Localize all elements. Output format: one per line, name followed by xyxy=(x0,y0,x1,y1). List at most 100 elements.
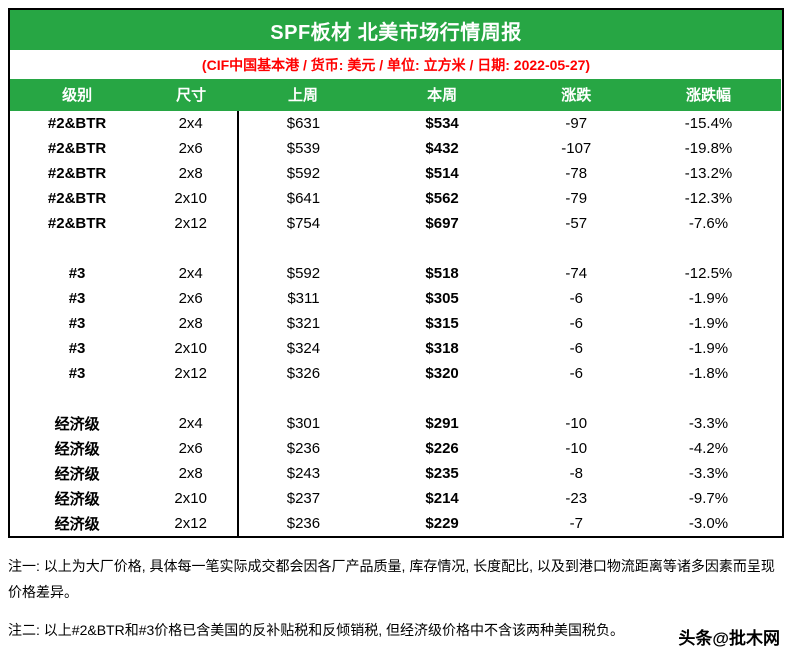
cell-lastweek: $539 xyxy=(237,136,368,161)
cell-grade: 经济级 xyxy=(54,466,100,483)
cell-change: -23 xyxy=(565,490,588,507)
cell-pct: -15.4% xyxy=(684,115,733,132)
table-row: #2&BTR 2x10 $641 $562 -79 -12.3% xyxy=(10,186,781,211)
price-table: 级别 尺寸 上周 本周 涨跌 涨跌幅 #2&BTR 2x4 $631 $534 -97 -15.4%… xyxy=(10,79,782,536)
cell-size: 2x4 xyxy=(178,265,203,282)
cell-change: -10 xyxy=(565,415,588,432)
table-row: 经济级 2x12 $236 $229 -7 -3.0% xyxy=(10,511,781,536)
spacer-cell xyxy=(636,386,781,411)
cell-lastweek: $641 xyxy=(237,186,368,211)
notes-section: 注一: 以上为大厂价格, 具体每一笔实际成交都会因各厂产品质量, 库存情况, 长… xyxy=(8,554,784,644)
cell-grade: #2&BTR xyxy=(47,115,107,132)
cell-size: 2x6 xyxy=(178,440,203,457)
spacer-cell xyxy=(144,236,238,261)
cell-pct: -12.3% xyxy=(684,190,733,207)
cell-thisweek: $291 xyxy=(425,415,459,432)
cell-grade: #3 xyxy=(68,365,86,382)
cell-grade: 经济级 xyxy=(54,491,100,508)
column-header-3: 本周 xyxy=(367,79,517,111)
cell-lastweek: $236 xyxy=(237,436,368,461)
cell-change: -7 xyxy=(569,515,583,532)
cell-pct: -12.5% xyxy=(684,265,733,282)
cell-change: -6 xyxy=(569,290,583,307)
cell-change: -97 xyxy=(565,115,588,132)
spacer-cell xyxy=(368,386,517,411)
cell-size: 2x8 xyxy=(178,315,203,332)
table-header-row: 级别 尺寸 上周 本周 涨跌 涨跌幅 xyxy=(10,79,781,111)
cell-lastweek: $592 xyxy=(237,161,368,186)
column-header-4: 涨跌 xyxy=(516,79,636,111)
cell-pct: -7.6% xyxy=(688,215,729,232)
cell-size: 2x12 xyxy=(174,515,207,532)
cell-thisweek: $518 xyxy=(425,265,459,282)
cell-pct: -1.8% xyxy=(688,365,729,382)
spacer-row xyxy=(10,386,781,411)
spacer-cell xyxy=(517,236,637,261)
spacer-cell xyxy=(237,236,368,261)
cell-grade: #2&BTR xyxy=(47,215,107,232)
cell-size: 2x12 xyxy=(174,365,207,382)
cell-pct: -3.0% xyxy=(688,515,729,532)
column-header-1: 尺寸 xyxy=(144,79,239,111)
table-row: 经济级 2x10 $237 $214 -23 -9.7% xyxy=(10,486,781,511)
cell-size: 2x10 xyxy=(174,190,207,207)
cell-thisweek: $562 xyxy=(425,190,459,207)
cell-lastweek: $754 xyxy=(237,211,368,236)
cell-lastweek: $237 xyxy=(237,486,368,511)
spacer-cell xyxy=(144,386,238,411)
column-header-5: 涨跌幅 xyxy=(636,79,781,111)
cell-change: -74 xyxy=(565,265,588,282)
cell-size: 2x12 xyxy=(174,215,207,232)
spacer-cell xyxy=(368,236,517,261)
cell-thisweek: $305 xyxy=(425,290,459,307)
cell-thisweek: $697 xyxy=(425,215,459,232)
cell-pct: -1.9% xyxy=(688,315,729,332)
cell-grade: #3 xyxy=(68,265,86,282)
cell-change: -79 xyxy=(565,190,588,207)
cell-lastweek: $243 xyxy=(237,461,368,486)
table-row: #3 2x6 $311 $305 -6 -1.9% xyxy=(10,286,781,311)
table-row: #3 2x4 $592 $518 -74 -12.5% xyxy=(10,261,781,286)
cell-change: -8 xyxy=(569,465,583,482)
cell-grade: 经济级 xyxy=(54,441,100,458)
cell-grade: 经济级 xyxy=(54,516,100,533)
cell-change: -10 xyxy=(565,440,588,457)
table-row: #3 2x8 $321 $315 -6 -1.9% xyxy=(10,311,781,336)
table-row: 经济级 2x8 $243 $235 -8 -3.3% xyxy=(10,461,781,486)
cell-grade: #3 xyxy=(68,315,86,332)
cell-size: 2x8 xyxy=(178,165,203,182)
cell-pct: -4.2% xyxy=(688,440,729,457)
cell-change: -6 xyxy=(569,340,583,357)
cell-pct: -3.3% xyxy=(688,415,729,432)
cell-pct: -19.8% xyxy=(684,140,733,157)
spacer-row xyxy=(10,236,781,261)
cell-grade: 经济级 xyxy=(54,416,100,433)
cell-grade: #3 xyxy=(68,340,86,357)
spacer-cell xyxy=(517,386,637,411)
cell-thisweek: $226 xyxy=(425,440,459,457)
cell-thisweek: $514 xyxy=(425,165,459,182)
cell-grade: #2&BTR xyxy=(47,165,107,182)
cell-size: 2x6 xyxy=(178,140,203,157)
cell-lastweek: $301 xyxy=(237,411,368,436)
column-header-0: 级别 xyxy=(10,79,145,111)
cell-thisweek: $315 xyxy=(425,315,459,332)
cell-grade: #2&BTR xyxy=(47,140,107,157)
table-row: #2&BTR 2x8 $592 $514 -78 -13.2% xyxy=(10,161,781,186)
cell-size: 2x8 xyxy=(178,465,203,482)
report-title: SPF板材 北美市场行情周报 xyxy=(10,10,782,50)
cell-thisweek: $235 xyxy=(425,465,459,482)
cell-lastweek: $631 xyxy=(237,111,368,136)
spacer-cell xyxy=(10,236,144,261)
spacer-cell xyxy=(636,236,781,261)
cell-size: 2x4 xyxy=(178,415,203,432)
cell-pct: -9.7% xyxy=(688,490,729,507)
cell-pct: -3.3% xyxy=(688,465,729,482)
cell-size: 2x4 xyxy=(178,115,203,132)
table-row: 经济级 2x6 $236 $226 -10 -4.2% xyxy=(10,436,781,461)
cell-thisweek: $534 xyxy=(425,115,459,132)
column-header-2: 上周 xyxy=(238,79,368,111)
table-row: #2&BTR 2x4 $631 $534 -97 -15.4% xyxy=(10,111,781,136)
cell-size: 2x6 xyxy=(178,290,203,307)
cell-grade: #2&BTR xyxy=(47,190,107,207)
